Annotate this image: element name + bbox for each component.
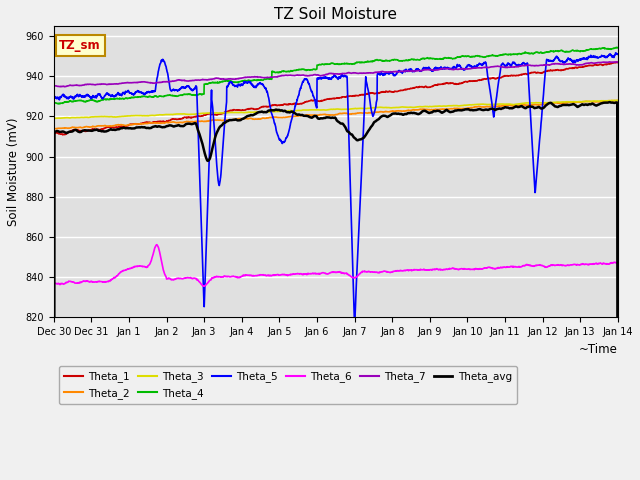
Theta_4 [603, 46, 611, 52]
Line: Theta_1: Theta_1 [54, 62, 618, 135]
Theta_2 [542, 101, 550, 107]
Theta_4 [612, 45, 620, 50]
Theta_6 [543, 264, 550, 270]
Theta_3 [291, 108, 298, 114]
Theta_1 [148, 120, 156, 125]
X-axis label: ~Time: ~Time [579, 343, 618, 356]
Theta_4 [148, 94, 156, 100]
Theta_6 [148, 257, 156, 263]
Theta_5 [351, 321, 358, 327]
Theta_6 [267, 273, 275, 278]
Theta_7 [603, 60, 611, 65]
Theta_5 [542, 60, 550, 66]
Theta_avg [114, 126, 122, 132]
Theta_6 [153, 242, 161, 248]
Theta_3 [114, 114, 122, 120]
Theta_7 [61, 84, 68, 90]
Theta_6 [604, 261, 611, 266]
Text: TZ_sm: TZ_sm [60, 39, 101, 52]
Theta_1 [266, 103, 274, 108]
Theta_1 [603, 62, 611, 68]
Y-axis label: Soil Moisture (mV): Soil Moisture (mV) [7, 118, 20, 226]
Theta_6 [114, 272, 122, 278]
Theta_2 [115, 122, 122, 128]
Theta_2 [50, 126, 58, 132]
Theta_4 [614, 45, 621, 50]
Theta_7 [148, 80, 156, 85]
Line: Theta_7: Theta_7 [54, 62, 618, 87]
Theta_7 [291, 72, 298, 78]
Theta_3 [542, 100, 550, 106]
Theta_6 [50, 280, 58, 286]
Line: Theta_2: Theta_2 [54, 100, 618, 129]
Theta_7 [50, 83, 58, 89]
Theta_avg [266, 108, 274, 113]
Theta_6 [200, 283, 208, 289]
Theta_4 [542, 49, 550, 55]
Theta_1 [60, 132, 67, 138]
Theta_6 [291, 271, 299, 277]
Theta_5 [50, 95, 58, 101]
Theta_2 [266, 115, 274, 120]
Theta_7 [612, 59, 620, 65]
Theta_2 [614, 97, 621, 103]
Theta_2 [603, 98, 611, 104]
Theta_3 [603, 98, 611, 104]
Theta_avg [542, 103, 550, 108]
Theta_5 [603, 55, 611, 60]
Line: Theta_5: Theta_5 [54, 53, 618, 324]
Theta_1 [115, 124, 122, 130]
Theta_avg [605, 99, 613, 105]
Theta_avg [603, 100, 611, 106]
Theta_avg [148, 125, 156, 131]
Title: TZ Soil Moisture: TZ Soil Moisture [275, 7, 397, 22]
Theta_2 [291, 113, 298, 119]
Theta_3 [614, 97, 621, 103]
Theta_4 [50, 100, 58, 106]
Theta_1 [542, 68, 550, 74]
Line: Theta_3: Theta_3 [54, 100, 618, 119]
Theta_7 [614, 60, 621, 65]
Theta_4 [291, 68, 298, 73]
Theta_6 [614, 260, 621, 266]
Theta_5 [114, 90, 122, 96]
Theta_3 [266, 109, 274, 115]
Theta_3 [614, 97, 621, 103]
Theta_7 [115, 81, 122, 87]
Theta_2 [148, 120, 156, 126]
Theta_4 [266, 75, 274, 81]
Theta_2 [50, 126, 58, 132]
Theta_4 [115, 96, 122, 102]
Theta_5 [266, 103, 274, 108]
Theta_5 [612, 50, 620, 56]
Theta_5 [148, 89, 156, 95]
Theta_3 [148, 113, 156, 119]
Theta_7 [542, 62, 550, 68]
Line: Theta_4: Theta_4 [54, 48, 618, 104]
Theta_1 [50, 131, 58, 136]
Theta_1 [291, 101, 298, 107]
Theta_5 [614, 51, 621, 57]
Line: Theta_6: Theta_6 [54, 245, 618, 286]
Legend: Theta_1, Theta_2, Theta_3, Theta_4, Theta_5, Theta_6, Theta_7, Theta_avg: Theta_1, Theta_2, Theta_3, Theta_4, Thet… [59, 366, 517, 404]
Theta_1 [614, 60, 621, 65]
Theta_4 [56, 101, 63, 107]
Theta_5 [291, 107, 298, 112]
Theta_avg [291, 110, 298, 116]
Line: Theta_avg: Theta_avg [54, 102, 618, 480]
Theta_2 [608, 97, 616, 103]
Theta_1 [613, 60, 621, 65]
Theta_7 [266, 74, 274, 80]
Theta_3 [50, 116, 58, 121]
